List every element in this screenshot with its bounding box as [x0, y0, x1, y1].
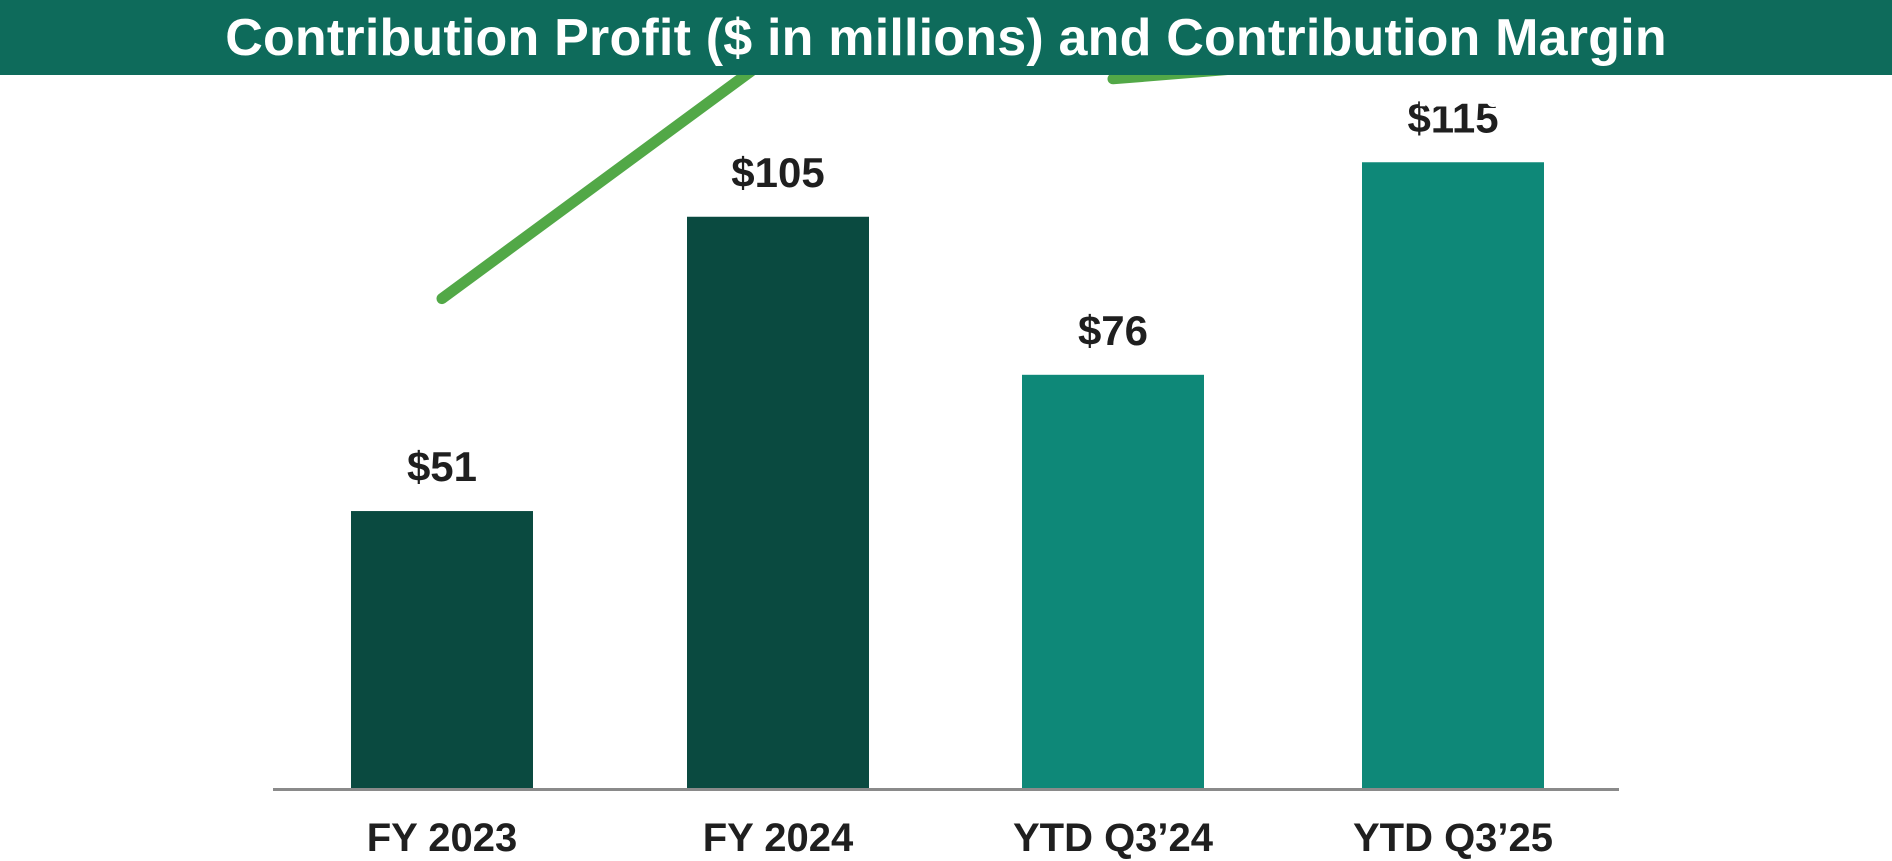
- bar-3: [1022, 374, 1204, 789]
- margin-line-segment-1: [436, 45, 784, 305]
- value-label-4: $115: [1407, 94, 1498, 141]
- category-label-2: FY 2024: [703, 816, 854, 860]
- title-bar: Contribution Profit ($ in millions) and …: [0, 0, 1892, 75]
- category-label-1: FY 2023: [367, 816, 518, 860]
- margin-label-2: 41 %: [731, 75, 827, 122]
- category-label-4: YTD Q3’25: [1353, 816, 1553, 860]
- margin-label-1: 32 %: [395, 338, 491, 385]
- value-label-2: $105: [731, 149, 824, 196]
- value-label-1: $51: [407, 443, 477, 490]
- value-label-3: $76: [1078, 307, 1148, 354]
- margin-label-3: 40 %: [1066, 114, 1162, 161]
- bar-4: [1362, 162, 1544, 789]
- category-label-3: YTD Q3’24: [1013, 816, 1214, 860]
- bar-2: [687, 216, 869, 789]
- bar-1: [351, 511, 533, 789]
- margin-label-4: 41 %: [1406, 68, 1502, 115]
- chart-title: Contribution Profit ($ in millions) and …: [225, 8, 1667, 67]
